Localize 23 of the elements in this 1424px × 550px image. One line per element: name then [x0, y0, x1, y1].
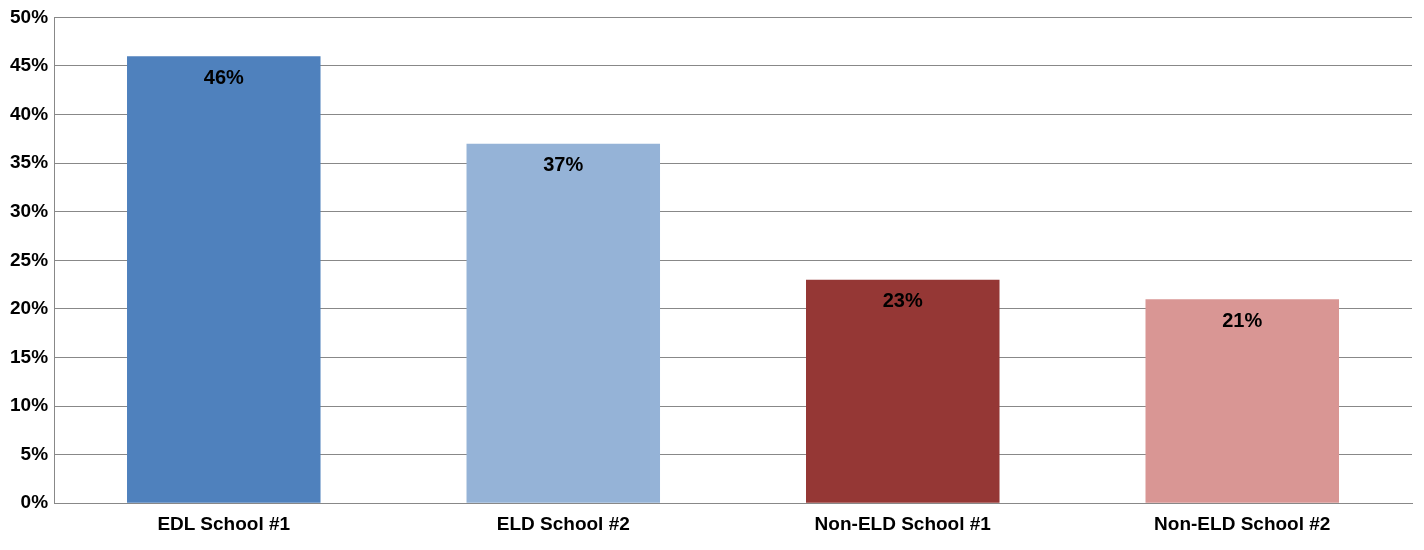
y-tick-label: 20%	[10, 297, 49, 319]
x-tick-label: EDL School #1	[157, 512, 291, 534]
bar	[466, 143, 661, 503]
y-tick-label: 50%	[10, 5, 49, 27]
y-tick-label: 15%	[10, 345, 49, 367]
y-tick-label: 35%	[10, 151, 49, 173]
data-label: 46%	[203, 65, 244, 88]
y-tick-label: 40%	[10, 102, 49, 124]
x-tick-label: ELD School #2	[496, 512, 630, 534]
data-label: 37%	[543, 153, 584, 176]
data-label: 23%	[882, 289, 923, 312]
y-tick-label: 45%	[10, 54, 49, 76]
bar	[806, 279, 1000, 503]
y-tick-label: 25%	[10, 248, 49, 270]
data-label: 21%	[1222, 308, 1263, 331]
x-tick-label: Non-ELD School #2	[1154, 512, 1331, 534]
x-tick-label: Non-ELD School #1	[814, 512, 992, 534]
y-tick-label: 10%	[10, 394, 49, 416]
bar	[1145, 299, 1340, 503]
y-tick-label: 0%	[20, 491, 49, 513]
y-tick-label: 30%	[10, 199, 49, 221]
bar	[127, 56, 321, 503]
y-tick-label: 5%	[20, 442, 49, 464]
